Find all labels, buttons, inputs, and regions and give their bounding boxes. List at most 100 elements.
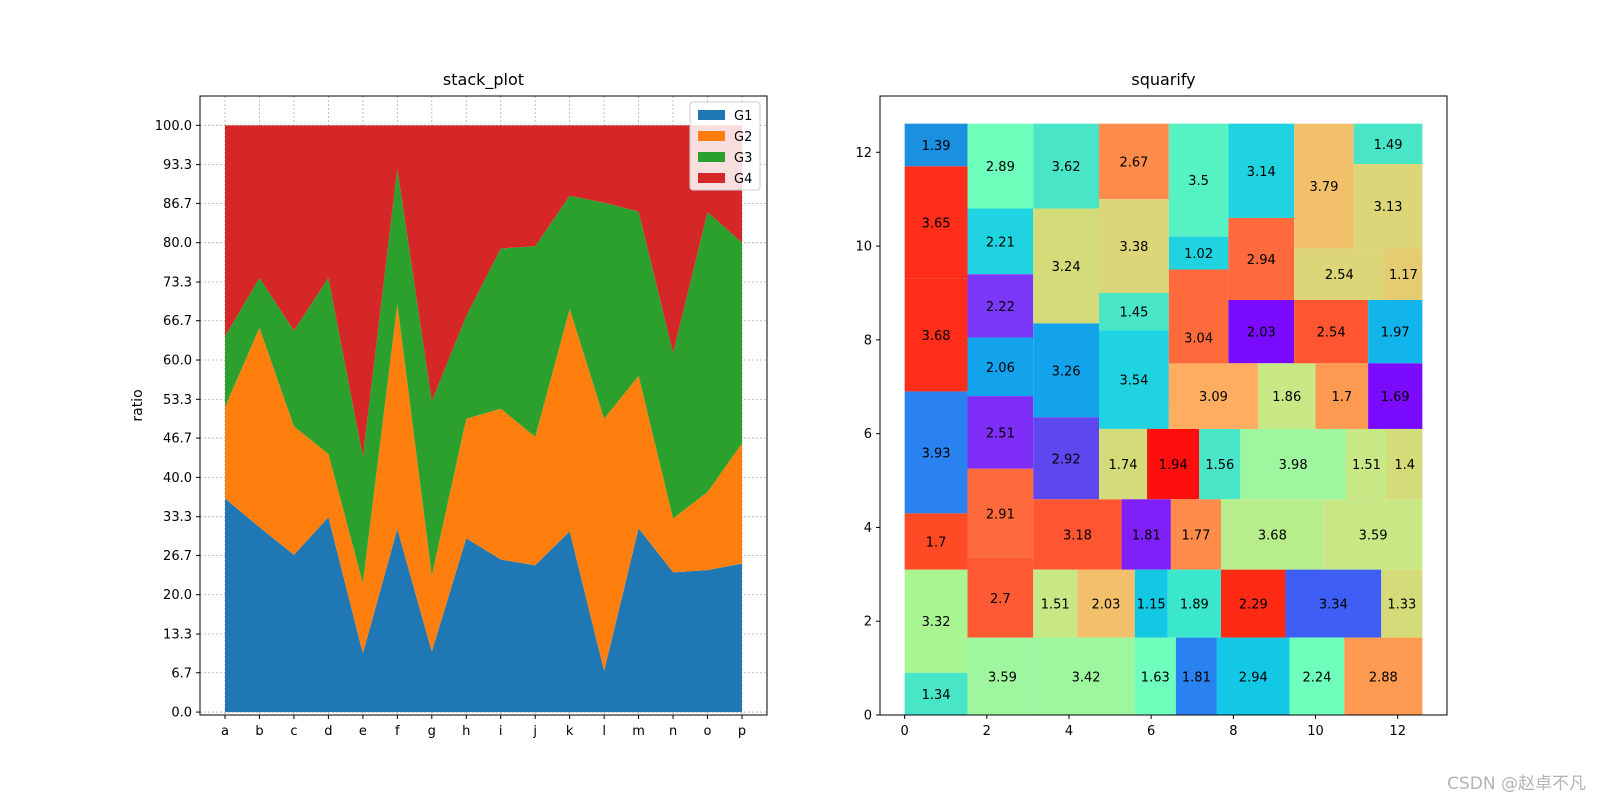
treemap-cell-label: 1.63 <box>1141 670 1170 685</box>
treemap-cell-label: 3.38 <box>1119 240 1148 255</box>
treemap-cell <box>1216 637 1290 715</box>
x-tick-label: o <box>704 724 712 739</box>
treemap-cell <box>1033 123 1099 209</box>
treemap-cell-label: 1.15 <box>1137 598 1166 613</box>
treemap-cell <box>1323 499 1423 570</box>
legend-label-g3: G3 <box>734 151 752 166</box>
treemap-cell-label: 2.54 <box>1325 268 1354 283</box>
legend-box <box>689 101 761 191</box>
treemap-cell <box>967 557 1034 638</box>
treemap-cell-label: 3.98 <box>1279 458 1308 473</box>
treemap-cell <box>1033 417 1099 500</box>
treemap-cell <box>1134 637 1176 715</box>
x-tick-label: i <box>499 724 503 739</box>
x-tick-label: 4 <box>1065 724 1073 739</box>
y-tick-label: 4 <box>864 521 872 536</box>
treemap-cell <box>967 123 1034 209</box>
watermark: CSDN @赵卓不凡 <box>1447 774 1586 794</box>
x-tick-label: 10 <box>1307 724 1324 739</box>
treemap-cell-label: 3.26 <box>1052 364 1081 379</box>
y-tick-label: 80.0 <box>163 236 192 251</box>
treemap-cell <box>1285 569 1382 638</box>
x-tick-label: f <box>395 724 400 739</box>
treemap-cell-label: 3.65 <box>922 217 951 232</box>
x-tick-label: a <box>221 724 229 739</box>
treemap-cell-label: 2.91 <box>986 507 1015 522</box>
treemap-cell <box>1098 292 1169 331</box>
x-tick-label: d <box>324 724 332 739</box>
chart-title: stack_plot <box>443 70 524 90</box>
treemap-cell-label: 2.94 <box>1239 670 1268 685</box>
treemap-cell <box>1228 299 1295 364</box>
treemap-cell <box>1199 428 1241 500</box>
treemap-cell-label: 1.7 <box>926 535 947 550</box>
treemap-cell <box>1098 199 1169 293</box>
y-tick-label: 6.7 <box>171 666 192 681</box>
y-tick-label: 13.3 <box>163 628 192 643</box>
y-tick-label: 26.7 <box>163 549 192 564</box>
treemap-cell <box>967 396 1034 469</box>
treemap-cell-label: 1.39 <box>922 139 951 154</box>
x-tick-label: l <box>602 724 606 739</box>
stack-plot-chart: 0.0 6.7 13.3 20.0 26.7 33.3 40.0 46.7 53.3 60.0 66… <box>130 70 768 739</box>
x-tick-label: 8 <box>1229 724 1237 739</box>
treemap-cell-label: 2.94 <box>1247 253 1276 268</box>
treemap-cell-label: 1.97 <box>1381 326 1410 341</box>
y-tick-label: 46.7 <box>163 432 192 447</box>
treemap-cell <box>1294 299 1369 364</box>
plot-frame <box>879 95 1448 716</box>
treemap-cell <box>1344 637 1423 715</box>
treemap-cell <box>1168 363 1258 429</box>
y-tick-label: 0.0 <box>171 706 192 721</box>
area-series-g2 <box>225 303 742 671</box>
treemap-cell <box>1098 428 1148 500</box>
treemap-cell-label: 1.17 <box>1389 268 1418 283</box>
treemap-cell-label: 2.92 <box>1052 452 1081 467</box>
treemap-cell <box>967 208 1034 275</box>
treemap-cell-label: 2.54 <box>1317 326 1346 341</box>
treemap-cell-label: 1.74 <box>1109 458 1138 473</box>
y-tick-label: 2 <box>864 615 872 630</box>
treemap-cell-label: 3.5 <box>1188 174 1209 189</box>
treemap-cell-label: 3.09 <box>1199 390 1228 405</box>
treemap-cell-label: 3.59 <box>1359 528 1388 543</box>
treemap-cell <box>904 513 968 570</box>
x-tick-label: c <box>290 724 297 739</box>
treemap-cell <box>1098 330 1169 429</box>
treemap-cell-label: 3.04 <box>1184 332 1213 347</box>
treemap-cell-label: 3.24 <box>1052 260 1081 275</box>
treemap-cell <box>1167 569 1222 638</box>
treemap-cell <box>1353 163 1423 249</box>
legend-swatch-g1 <box>698 110 725 120</box>
treemap-cell-label: 3.34 <box>1319 598 1348 613</box>
treemap-cell-label: 3.18 <box>1063 528 1092 543</box>
treemap-cell-label: 2.88 <box>1369 670 1398 685</box>
y-tick-label: 10 <box>855 240 872 255</box>
x-tick-label: p <box>738 724 746 739</box>
treemap-cell-label: 1.89 <box>1180 598 1209 613</box>
treemap-cell <box>967 274 1034 338</box>
treemap-cell <box>1228 217 1295 300</box>
treemap-cell <box>967 468 1034 558</box>
treemap-cell <box>1168 123 1229 237</box>
treemap-cell-label: 2.7 <box>990 592 1011 607</box>
treemap-cell-label: 1.4 <box>1394 458 1415 473</box>
treemap-cell-label: 1.33 <box>1387 598 1416 613</box>
x-tick-label: 6 <box>1147 724 1155 739</box>
treemap-cell-label: 2.03 <box>1247 326 1276 341</box>
treemap-cell-label: 2.21 <box>986 235 1015 250</box>
y-tick-label: 53.3 <box>163 393 192 408</box>
treemap-cell-label: 1.86 <box>1272 390 1301 405</box>
y-tick-label: 100.0 <box>155 119 192 134</box>
treemap-cell <box>1170 499 1222 570</box>
treemap-cell <box>967 637 1038 715</box>
treemap-cell-label: 3.93 <box>922 446 951 461</box>
treemap-cell <box>1315 363 1369 429</box>
y-tick-label: 93.3 <box>163 158 192 173</box>
treemap-cell-label: 3.62 <box>1052 160 1081 175</box>
treemap-cell-label: 3.54 <box>1119 374 1148 389</box>
treemap-cell-label: 1.02 <box>1184 247 1213 262</box>
treemap-cell <box>1121 499 1171 570</box>
treemap-cell <box>1168 236 1229 270</box>
